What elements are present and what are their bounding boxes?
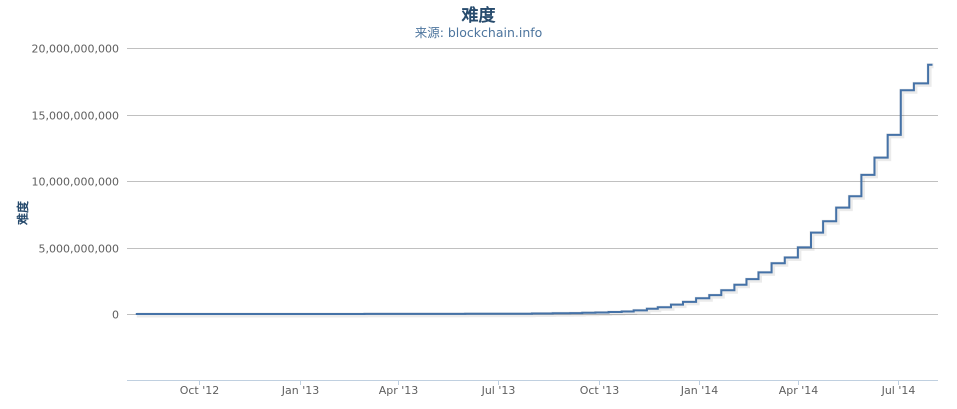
x-axis: Oct '12 Jan '13 Apr '13 Jul '13 Oct '13 Jan '… — [127, 380, 938, 397]
x-tick-label: Jan '13 — [281, 384, 319, 397]
y-tick-label: 20,000,000,000 — [32, 43, 119, 56]
x-tick-label: Jul '13 — [481, 384, 516, 397]
difficulty-series-line — [135, 63, 933, 315]
gridlines — [127, 48, 938, 315]
series — [135, 63, 934, 318]
series-line-shadow — [136, 63, 934, 318]
x-tick-label: Jan '14 — [680, 384, 718, 397]
x-tick-label: Oct '12 — [180, 384, 220, 397]
x-tick-label: Jul '14 — [881, 384, 916, 397]
y-axis-title: 难度 — [15, 200, 30, 226]
y-tick-label: 0 — [112, 309, 119, 322]
x-tick-label: Apr '13 — [379, 384, 419, 397]
chart-subtitle: 来源: blockchain.info — [414, 25, 543, 40]
y-tick-label: 5,000,000,000 — [39, 243, 119, 256]
y-tick-label: 10,000,000,000 — [32, 176, 119, 189]
chart-title: 难度 — [461, 6, 496, 26]
y-axis: 0 5,000,000,000 10,000,000,000 15,000,000,0… — [32, 43, 119, 322]
y-tick-label: 15,000,000,000 — [32, 110, 119, 123]
x-tick-label: Apr '14 — [779, 384, 819, 397]
x-tick-label: Oct '13 — [580, 384, 620, 397]
